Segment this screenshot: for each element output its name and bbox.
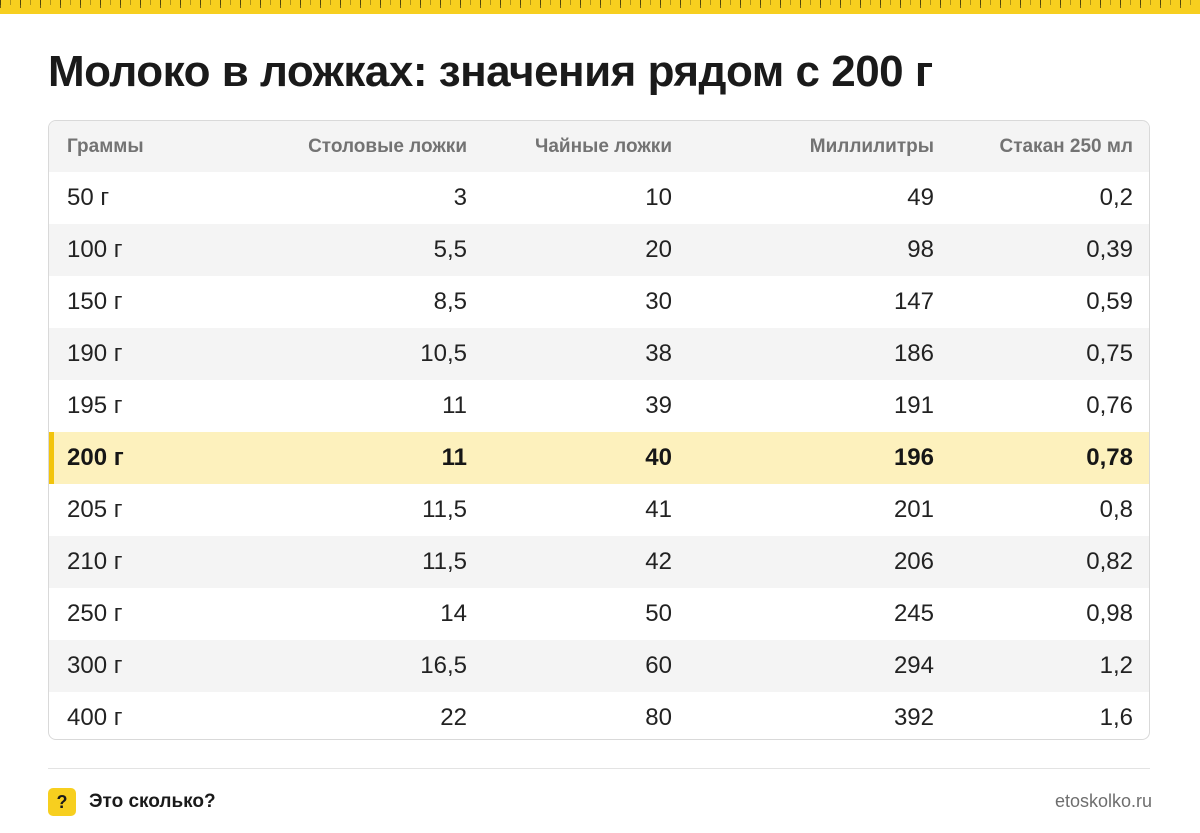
brand-name: Это сколько?: [89, 791, 216, 812]
cell-teaspoons: 10: [645, 184, 672, 211]
cell-tablespoons: 8,5: [433, 288, 467, 315]
cell-glass: 0,39: [1086, 236, 1133, 263]
header-glass: Стакан 250 мл: [999, 135, 1133, 157]
cell-teaspoons: 38: [645, 340, 672, 367]
cell-grams: 200 г: [67, 444, 124, 471]
cell-teaspoons: 42: [645, 548, 672, 575]
header-grams: Граммы: [67, 135, 144, 157]
cell-teaspoons: 41: [645, 496, 672, 523]
cell-glass: 1,6: [1099, 704, 1133, 731]
cell-tablespoons: 5,5: [433, 236, 467, 263]
table-row: 150 г 8,5 30 147 0,59: [49, 276, 1149, 328]
ruler-strip: [0, 0, 1200, 14]
cell-tablespoons: 11: [441, 444, 467, 471]
cell-milliliters: 392: [893, 704, 934, 731]
cell-teaspoons: 80: [645, 704, 672, 731]
cell-tablespoons: 11: [442, 392, 467, 419]
table-row: 205 г 11,5 41 201 0,8: [49, 484, 1149, 536]
cell-glass: 1,2: [1099, 652, 1133, 679]
cell-milliliters: 147: [893, 288, 934, 315]
cell-milliliters: 186: [893, 340, 934, 367]
cell-glass: 0,98: [1086, 600, 1133, 627]
site-url[interactable]: etoskolko.ru: [1054, 791, 1152, 811]
cell-grams: 400 г: [67, 704, 123, 731]
cell-tablespoons: 10,5: [420, 340, 467, 367]
table-row: 210 г 11,5 42 206 0,82: [49, 536, 1149, 588]
cell-grams: 50 г: [67, 184, 110, 211]
cell-tablespoons: 11,5: [422, 496, 467, 523]
table-row: 250 г 14 50 245 0,98: [49, 588, 1149, 640]
cell-tablespoons: 3: [453, 184, 467, 211]
cell-grams: 100 г: [67, 236, 123, 263]
cell-tablespoons: 11,5: [422, 548, 467, 575]
brand-logo[interactable]: ? Это сколько?: [48, 788, 216, 816]
table-row: 300 г 16,5 60 294 1,2: [49, 640, 1149, 692]
cell-tablespoons: 22: [440, 704, 467, 731]
header-milliliters: Миллилитры: [809, 135, 934, 157]
cell-teaspoons: 40: [645, 444, 672, 471]
cell-milliliters: 191: [893, 392, 934, 419]
question-badge-icon: ?: [48, 788, 76, 816]
cell-teaspoons: 20: [645, 236, 672, 263]
cell-tablespoons: 14: [440, 600, 467, 627]
cell-glass: 0,8: [1099, 496, 1133, 523]
cell-grams: 300 г: [67, 652, 123, 679]
cell-glass: 0,2: [1099, 184, 1133, 211]
cell-grams: 205 г: [67, 496, 123, 523]
cell-grams: 210 г: [67, 548, 123, 575]
cell-tablespoons: 16,5: [420, 652, 467, 679]
cell-teaspoons: 50: [645, 600, 672, 627]
cell-teaspoons: 30: [645, 288, 672, 315]
cell-grams: 195 г: [67, 392, 123, 419]
header-teaspoons: Чайные ложки: [535, 135, 672, 157]
table-row-highlighted: 200 г 11 40 196 0,78: [49, 432, 1149, 484]
cell-teaspoons: 39: [645, 392, 672, 419]
cell-teaspoons: 60: [645, 652, 672, 679]
table-row: 100 г 5,5 20 98 0,39: [49, 224, 1149, 276]
cell-milliliters: 294: [893, 652, 934, 679]
table-row: 50 г 3 10 49 0,2: [49, 172, 1149, 224]
cell-grams: 250 г: [67, 600, 123, 627]
cell-glass: 0,75: [1086, 340, 1133, 367]
cell-glass: 0,78: [1086, 444, 1133, 471]
cell-milliliters: 98: [907, 236, 934, 263]
cell-glass: 0,59: [1086, 288, 1133, 315]
footer-divider: [48, 768, 1150, 769]
cell-grams: 150 г: [67, 288, 123, 315]
table-row: 190 г 10,5 38 186 0,75: [49, 328, 1149, 380]
cell-milliliters: 196: [893, 444, 934, 471]
table-header: Граммы Столовые ложки Чайные ложки Милли…: [49, 121, 1149, 172]
page-title: Молоко в ложках: значения рядом с 200 г: [48, 47, 933, 96]
cell-milliliters: 245: [893, 600, 934, 627]
cell-milliliters: 201: [893, 496, 934, 523]
cell-grams: 190 г: [67, 340, 123, 367]
table-row: 195 г 11 39 191 0,76: [49, 380, 1149, 432]
cell-milliliters: 49: [907, 184, 934, 211]
cell-glass: 0,76: [1086, 392, 1133, 419]
cell-milliliters: 206: [893, 548, 934, 575]
conversion-table: Граммы Столовые ложки Чайные ложки Милли…: [48, 120, 1150, 740]
table-row: 400 г 22 80 392 1,6: [49, 692, 1149, 739]
cell-glass: 0,82: [1086, 548, 1133, 575]
header-tablespoons: Столовые ложки: [308, 135, 467, 157]
highlight-bar: [49, 432, 54, 484]
